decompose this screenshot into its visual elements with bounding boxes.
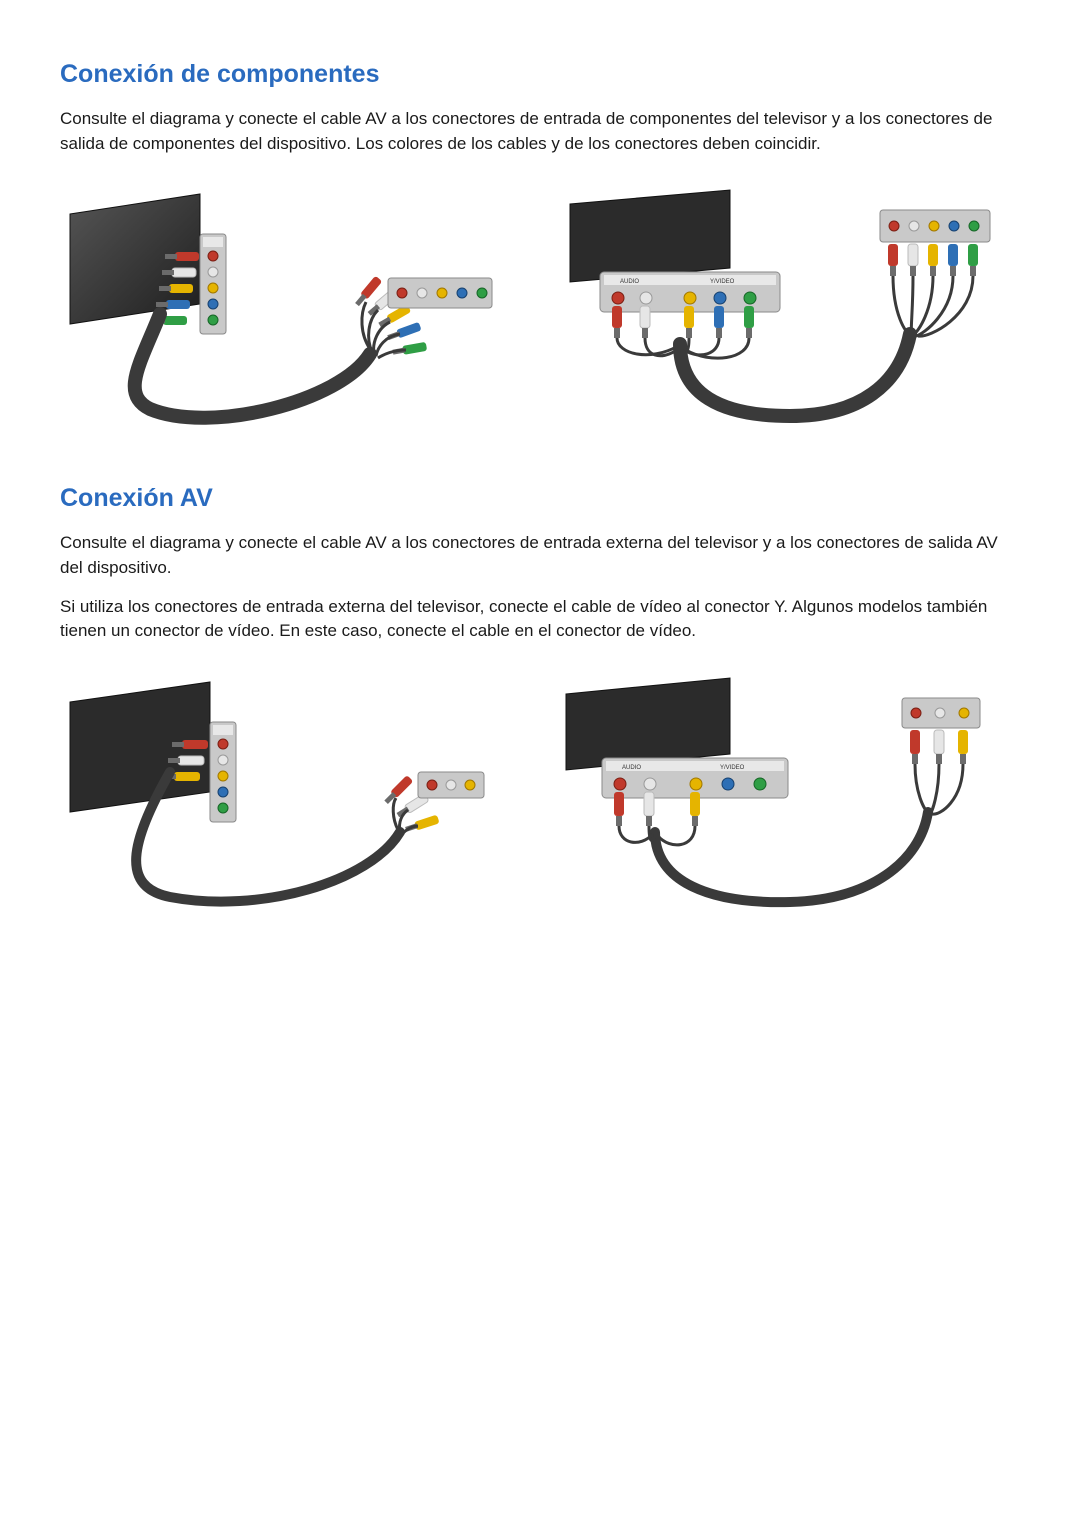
tv-body xyxy=(70,194,226,334)
device-plugs xyxy=(910,730,968,814)
section-heading-av: Conexión AV xyxy=(60,484,1020,513)
section-paragraph: Si utiliza los conectores de entrada ext… xyxy=(60,595,1020,644)
device-panel xyxy=(902,698,980,728)
device-panel xyxy=(880,210,990,242)
tv-body: AUDIO Y/VIDEO xyxy=(570,190,780,312)
svg-text:Y/VIDEO: Y/VIDEO xyxy=(720,765,745,771)
diagram-row-component: AUDIO Y/VIDEO xyxy=(60,184,1020,424)
svg-text:Y/VIDEO: Y/VIDEO xyxy=(710,279,735,285)
device-panel xyxy=(418,772,484,798)
diagram-component-left xyxy=(60,184,520,424)
diagram-component-right: AUDIO Y/VIDEO xyxy=(560,184,1020,424)
cable-sheath xyxy=(135,314,370,418)
device-panel xyxy=(388,278,492,308)
section-paragraph: Consulte el diagrama y conecte el cable … xyxy=(60,531,1020,580)
diagram-av-left xyxy=(60,672,520,912)
diagram-av-right: AUDIO Y/VIDEO xyxy=(560,672,1020,912)
cable-sheath xyxy=(680,334,910,416)
manual-page: Conexión de componentes Consulte el diag… xyxy=(0,0,1080,1012)
svg-text:AUDIO: AUDIO xyxy=(620,279,639,285)
tv-body: AUDIO Y/VIDEO xyxy=(566,678,788,798)
section-paragraph: Consulte el diagrama y conecte el cable … xyxy=(60,107,1020,156)
diagram-row-av: AUDIO Y/VIDEO xyxy=(60,672,1020,912)
section-heading-component: Conexión de componentes xyxy=(60,60,1020,89)
device-plugs xyxy=(888,244,978,336)
svg-text:AUDIO: AUDIO xyxy=(622,765,641,771)
